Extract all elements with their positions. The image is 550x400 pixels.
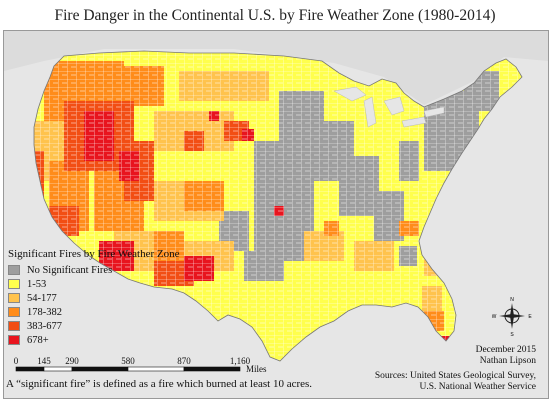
us-fire-zone-map bbox=[4, 31, 548, 398]
great-lakes bbox=[333, 86, 445, 128]
scale-tick-label: 0 bbox=[14, 356, 19, 366]
legend-item: 383-677 bbox=[8, 319, 238, 333]
legend-label: 54-177 bbox=[27, 292, 57, 304]
compass-s: S bbox=[510, 332, 514, 336]
scale-segment bbox=[15, 366, 45, 372]
legend-title: Significant Fires by Fire Weather Zone bbox=[8, 248, 180, 260]
map-frame bbox=[3, 30, 549, 399]
legend-item: 178-382 bbox=[8, 305, 238, 319]
footnote: A “significant fire” is defined as a fir… bbox=[6, 378, 313, 390]
legend-item: 1-53 bbox=[8, 277, 238, 291]
us-fire-zones bbox=[34, 51, 522, 361]
legend-label: 383-677 bbox=[27, 320, 62, 332]
credit-sources-2: U.S. National Weather Service bbox=[419, 382, 536, 392]
credit-date: December 2015 bbox=[475, 345, 536, 355]
compass-rose-icon: N S E W bbox=[492, 297, 532, 336]
legend-label: 1-53 bbox=[27, 278, 47, 290]
credit-block: December 2015 Nathan Lipson Sources: Uni… bbox=[375, 345, 536, 393]
scale-segment bbox=[127, 366, 185, 372]
legend-swatch bbox=[8, 279, 20, 289]
compass-w: W bbox=[492, 314, 497, 320]
legend-swatch bbox=[8, 293, 20, 303]
legend-item: 54-177 bbox=[8, 291, 238, 305]
legend-swatch bbox=[8, 335, 20, 345]
legend-item: No Significant Fires bbox=[8, 263, 238, 277]
scale-segment bbox=[71, 366, 129, 372]
map-legend: Significant Fires by Fire Weather Zone N… bbox=[8, 248, 238, 347]
legend-swatch bbox=[8, 321, 20, 331]
legend-item: 678+ bbox=[8, 333, 238, 347]
compass-n: N bbox=[510, 297, 514, 303]
scale-tick-label: 1,160 bbox=[230, 356, 251, 366]
compass-e: E bbox=[528, 314, 532, 320]
scale-tick-label: 580 bbox=[121, 356, 135, 366]
credit-sources-1: Sources: United States Geological Survey… bbox=[374, 371, 536, 381]
legend-swatch bbox=[8, 265, 20, 275]
legend-label: 678+ bbox=[27, 334, 49, 346]
scale-unit: Miles bbox=[246, 364, 267, 374]
legend-label: 178-382 bbox=[27, 306, 62, 318]
credit-author: Nathan Lipson bbox=[479, 356, 536, 366]
legend-swatch bbox=[8, 307, 20, 317]
scale-tick-label: 145 bbox=[37, 356, 51, 366]
scale-segment bbox=[183, 366, 241, 372]
scale-tick-label: 290 bbox=[65, 356, 79, 366]
scale-tick-label: 870 bbox=[177, 356, 191, 366]
legend-items: No Significant Fires 1-53 54-177 178-382 383… bbox=[8, 263, 238, 347]
legend-label: No Significant Fires bbox=[27, 264, 113, 276]
map-title: Fire Danger in the Continental U.S. by F… bbox=[54, 7, 496, 24]
scale-segment bbox=[43, 366, 73, 372]
